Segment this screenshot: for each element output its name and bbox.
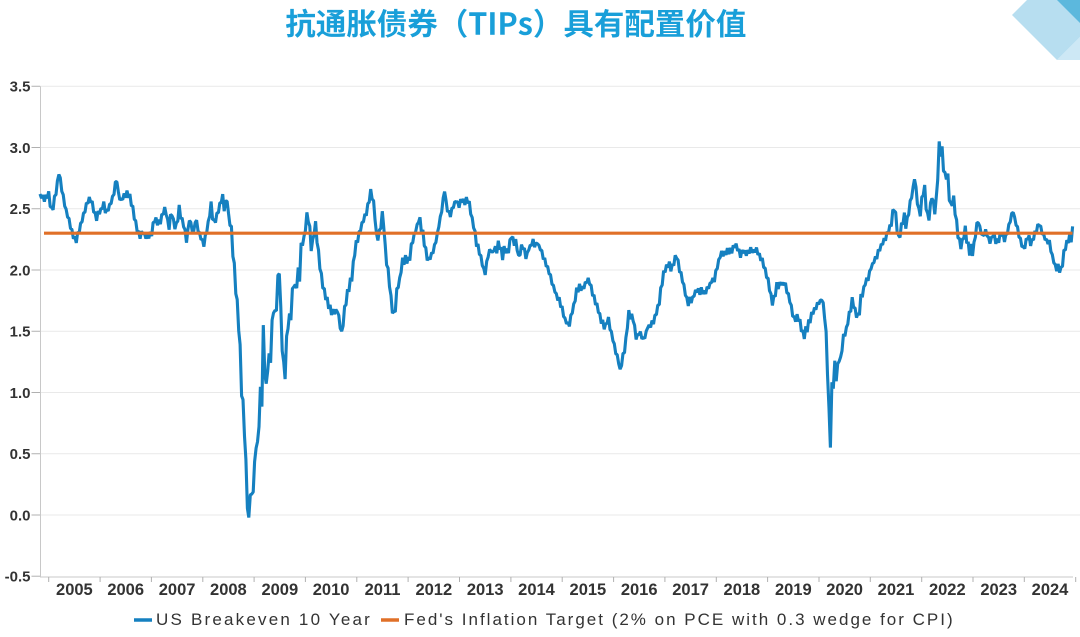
svg-text:2.5: 2.5 [10,201,31,218]
svg-text:2018: 2018 [724,581,761,599]
svg-text:2012: 2012 [415,581,452,599]
svg-text:3.5: 3.5 [10,79,31,96]
svg-text:2010: 2010 [313,581,350,599]
svg-text:2021: 2021 [878,581,915,599]
svg-text:3.0: 3.0 [10,140,31,157]
svg-text:2017: 2017 [672,581,709,599]
svg-text:2005: 2005 [56,581,93,599]
svg-text:US Breakeven 10 Year: US Breakeven 10 Year [156,610,372,629]
svg-text:2020: 2020 [826,581,863,599]
svg-text:2013: 2013 [467,581,504,599]
svg-text:0.0: 0.0 [10,507,31,524]
svg-text:-0.5: -0.5 [5,569,31,586]
svg-text:2015: 2015 [570,581,607,599]
svg-text:Fed's Inflation Target (2% on: Fed's Inflation Target (2% on PCE with 0… [404,610,955,629]
svg-text:2006: 2006 [107,581,144,599]
svg-text:1.5: 1.5 [10,324,31,341]
svg-text:1.0: 1.0 [10,385,31,402]
svg-text:2014: 2014 [518,581,556,599]
svg-text:2023: 2023 [980,581,1017,599]
svg-text:0.5: 0.5 [10,446,31,463]
svg-text:2016: 2016 [621,581,658,599]
svg-text:2024: 2024 [1032,581,1070,599]
svg-text:2011: 2011 [365,581,401,599]
svg-text:2022: 2022 [929,581,966,599]
svg-text:2019: 2019 [775,581,812,599]
svg-text:2009: 2009 [261,581,298,599]
svg-text:2008: 2008 [210,581,247,599]
svg-text:2.0: 2.0 [10,262,31,279]
svg-text:2007: 2007 [159,581,196,599]
